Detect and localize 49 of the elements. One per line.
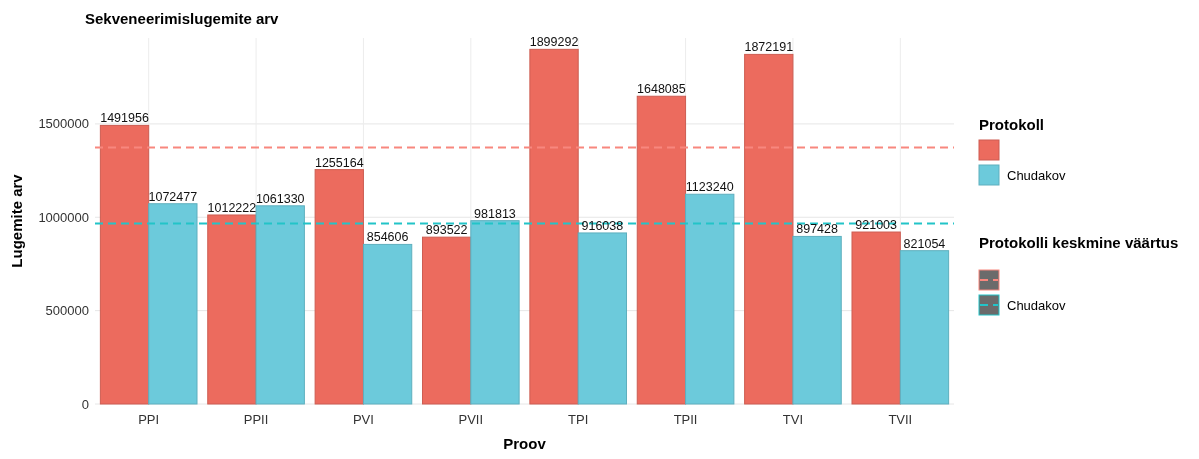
x-tick-label: PVII bbox=[458, 412, 484, 427]
bar bbox=[899, 250, 950, 405]
x-tick-label: PVI bbox=[352, 412, 374, 427]
bar bbox=[792, 235, 842, 405]
bar bbox=[207, 214, 257, 405]
x-tick-label: TVI bbox=[782, 412, 804, 427]
chart-title: Sekveneerimislugemite arv bbox=[85, 10, 280, 27]
bar bbox=[744, 53, 794, 405]
x-axis-title: Proov bbox=[503, 435, 547, 452]
y-tick-label: 1000000 bbox=[38, 209, 89, 225]
bar bbox=[470, 220, 520, 405]
bar bbox=[636, 95, 687, 405]
data-label: 1061330 bbox=[255, 191, 305, 206]
data-label: 1899292 bbox=[529, 35, 579, 50]
bar bbox=[314, 169, 364, 405]
data-label: 981813 bbox=[474, 206, 516, 221]
data-label: 1123240 bbox=[685, 180, 734, 195]
x-tick-label: TPI bbox=[568, 412, 589, 427]
x-tick-label: TPII bbox=[673, 412, 698, 427]
x-tick-label: PPI bbox=[138, 412, 160, 427]
bar bbox=[255, 205, 305, 405]
bar bbox=[851, 231, 901, 405]
bar bbox=[99, 124, 150, 405]
bar bbox=[529, 48, 579, 405]
text: Protokolli keskmine väärtus bbox=[979, 234, 1179, 251]
data-label: 854606 bbox=[366, 230, 409, 245]
data-label: 897428 bbox=[796, 222, 838, 237]
y-tick-label: 1500000 bbox=[38, 116, 89, 132]
x-tick-label: TVII bbox=[888, 412, 913, 427]
bar bbox=[148, 203, 198, 405]
data-label: 1072477 bbox=[148, 189, 198, 204]
data-label: 1491956 bbox=[100, 111, 149, 126]
bar bbox=[421, 236, 472, 405]
data-label: 1648085 bbox=[637, 82, 686, 97]
y-axis-title: Lugemite arv bbox=[8, 173, 25, 268]
y-tick-label: 500000 bbox=[45, 303, 89, 319]
data-label: 821054 bbox=[903, 236, 946, 251]
data-label: 1255164 bbox=[314, 155, 364, 170]
legend-label: Chudakov bbox=[1007, 297, 1067, 313]
bar bbox=[685, 193, 735, 405]
y-tick-label: 0 bbox=[81, 396, 89, 412]
bar bbox=[362, 243, 413, 405]
legend-title: Protokoll bbox=[979, 116, 1045, 133]
data-label: 893522 bbox=[425, 223, 468, 238]
x-tick-label: PPII bbox=[243, 412, 269, 427]
legend-label: Chudakov bbox=[1007, 167, 1067, 183]
bar bbox=[577, 232, 628, 405]
data-label: 1872191 bbox=[744, 40, 794, 55]
data-label: 1012222 bbox=[207, 200, 257, 215]
